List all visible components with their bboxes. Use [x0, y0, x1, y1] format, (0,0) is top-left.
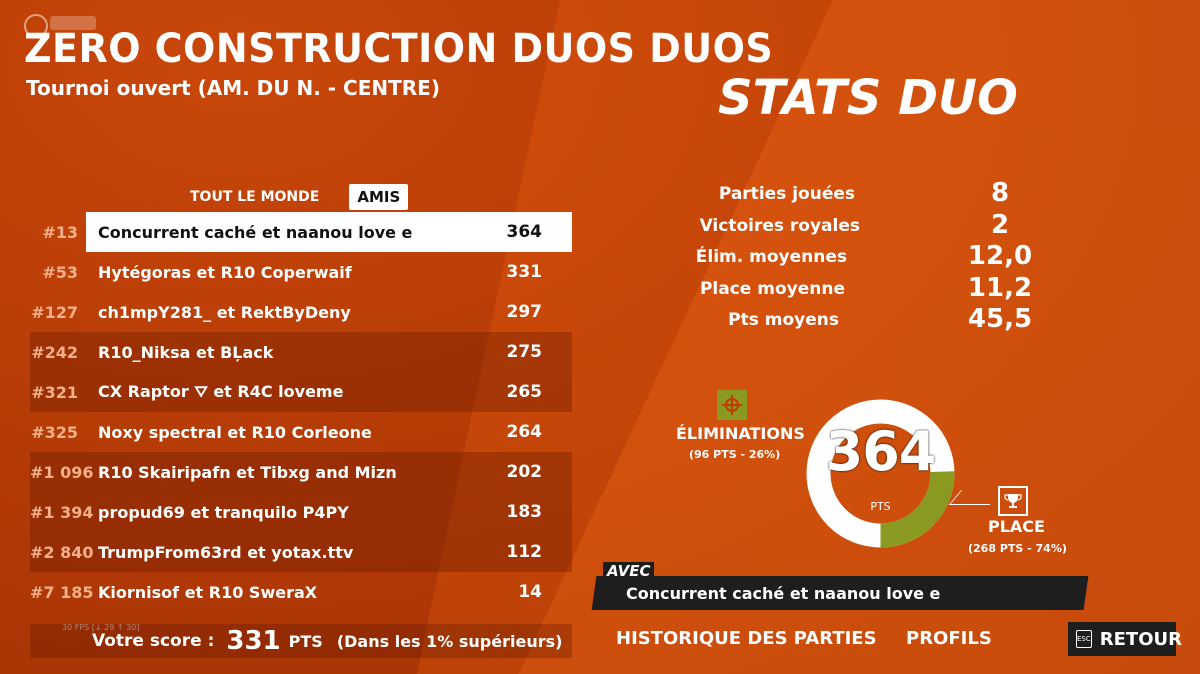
leaderboard-row[interactable]: #127 ch1mpY281_ et RektByDeny 297: [30, 292, 572, 332]
profiles-button[interactable]: PROFILS: [906, 628, 992, 649]
stats-title: STATS DUO: [718, 70, 1018, 126]
row-rank: #127: [31, 302, 78, 322]
stat-label: Pts moyens: [728, 310, 839, 330]
donut-total: 364: [825, 420, 937, 483]
row-rank: #2 840: [30, 542, 94, 562]
leaderboard-row[interactable]: #13 Concurrent caché et naanou love e 364: [30, 212, 572, 252]
row-players: R10 Skairipafn et Tibxg and Mizn: [98, 462, 397, 482]
row-score: 297: [506, 302, 543, 322]
leaderboard-row[interactable]: #321 CX Raptor ⛛ et R4C loveme 265: [30, 372, 572, 412]
donut-unit: PTS: [870, 500, 891, 513]
stat-label: Élim. moyennes: [695, 247, 847, 267]
status-badge: [50, 16, 96, 30]
row-rank: #325: [31, 422, 78, 442]
row-score: 183: [506, 502, 543, 522]
row-players: Concurrent caché et naanou love e: [98, 222, 413, 242]
stat-row: Victoires royales 2: [699, 209, 1080, 244]
row-players: propud69 et tranquilo P4PY: [98, 502, 349, 522]
your-score-label: Votre score :: [92, 631, 215, 651]
row-rank: #321: [31, 382, 78, 402]
row-score: 14: [518, 582, 542, 602]
stat-value: 11,2: [967, 272, 1033, 303]
leaderboard-row[interactable]: #2 840 TrumpFrom63rd et yotax.ttv 112: [30, 532, 572, 572]
donut-elim-segment: [806, 399, 955, 548]
row-score: 331: [506, 262, 543, 282]
stat-label: Parties jouées: [718, 184, 855, 204]
teammate-name: Concurrent caché et naanou love e: [626, 584, 941, 603]
row-rank: #1 096: [30, 462, 94, 482]
row-rank: #7 185: [30, 582, 94, 602]
status-icon: [24, 14, 48, 38]
leaderboard-row[interactable]: #1 394 propud69 et tranquilo P4PY 183: [30, 492, 572, 532]
teammate-tag: AVEC: [603, 562, 655, 580]
crosshair-icon: [717, 390, 747, 420]
stat-row: Parties jouées 8: [700, 178, 1080, 212]
row-score: 265: [506, 382, 543, 402]
eliminations-label: ÉLIMINATIONS: [676, 424, 805, 443]
trophy-icon: [998, 486, 1028, 516]
row-players: ch1mpY281_ et RektByDeny: [98, 302, 351, 322]
tab-friends[interactable]: AMIS: [349, 184, 409, 210]
row-score: 264: [506, 422, 543, 442]
duo-stats: Parties jouées 8 Victoires royales 2 Élim. m…: [696, 178, 1080, 338]
stat-row: Élim. moyennes 12,0: [696, 241, 1080, 275]
leaderboard-tabs: TOUT LE MONDE AMIS: [190, 184, 409, 210]
stat-value: 2: [990, 209, 1010, 240]
stat-row: Pts moyens 45,5: [700, 304, 1080, 338]
stat-value: 8: [990, 178, 1010, 208]
eliminations-detail: (96 PTS - 26%): [689, 448, 781, 461]
page-subtitle: Tournoi ouvert (AM. DU N. - CENTRE): [26, 76, 440, 100]
row-rank: #13: [42, 222, 78, 242]
back-button-label: RETOUR: [1099, 628, 1182, 650]
row-players: Hytégoras et R10 Coperwaif: [98, 262, 352, 282]
stat-label: Victoires royales: [699, 215, 860, 236]
row-players: TrumpFrom63rd et yotax.ttv: [98, 542, 354, 562]
row-rank: #53: [42, 262, 78, 282]
row-rank: #242: [31, 342, 78, 362]
your-score-bar: Votre score : 331 PTS (Dans les 1% supér…: [30, 624, 572, 658]
tab-everyone[interactable]: TOUT LE MONDE: [190, 189, 320, 205]
row-players: CX Raptor ⛛ et R4C loveme: [98, 382, 344, 401]
your-score-value: 331: [226, 626, 281, 656]
your-score-unit: PTS: [288, 631, 323, 651]
esc-key-icon: ESC: [1076, 630, 1092, 648]
stat-label: Place moyenne: [699, 278, 845, 299]
row-players: R10_Niksa et BĻack: [98, 342, 274, 362]
leaderboard-row[interactable]: #53 Hytégoras et R10 Coperwaif 331: [30, 252, 572, 292]
place-label: PLACE: [988, 517, 1045, 536]
row-score: 275: [506, 342, 543, 362]
row-score: 364: [506, 222, 543, 242]
stat-value: 12,0: [967, 241, 1033, 271]
fps-counter: 30 FPS [↓ 29 ↑ 30]: [62, 623, 140, 632]
leaderboard-row[interactable]: #242 R10_Niksa et BĻack 275: [30, 332, 572, 372]
row-rank: #1 394: [30, 502, 94, 522]
back-button[interactable]: ESC RETOUR: [1068, 622, 1182, 656]
your-score-note: (Dans les 1% supérieurs): [336, 631, 563, 651]
leaderboard: #13 Concurrent caché et naanou love e 364 #…: [30, 212, 572, 612]
points-donut-chart: [806, 399, 955, 548]
leaderboard-row[interactable]: #325 Noxy spectral et R10 Corleone 264: [30, 412, 572, 452]
page-title: ZERO CONSTRUCTION DUOS DUOS: [24, 26, 774, 72]
stat-row: Place moyenne 11,2: [699, 272, 1080, 307]
leaderboard-row[interactable]: #7 185 Kiornisof et R10 SweraX 14: [30, 572, 572, 612]
row-players: Noxy spectral et R10 Corleone: [98, 422, 372, 442]
match-history-button[interactable]: HISTORIQUE DES PARTIES: [616, 628, 877, 649]
leaderboard-row[interactable]: #1 096 R10 Skairipafn et Tibxg and Mizn 20…: [30, 452, 572, 492]
row-score: 202: [506, 462, 543, 482]
place-detail: (268 PTS - 74%): [968, 542, 1067, 555]
row-score: 112: [506, 542, 543, 562]
stat-value: 45,5: [967, 304, 1033, 334]
row-highlight: [86, 212, 572, 252]
row-players: Kiornisof et R10 SweraX: [98, 582, 318, 602]
